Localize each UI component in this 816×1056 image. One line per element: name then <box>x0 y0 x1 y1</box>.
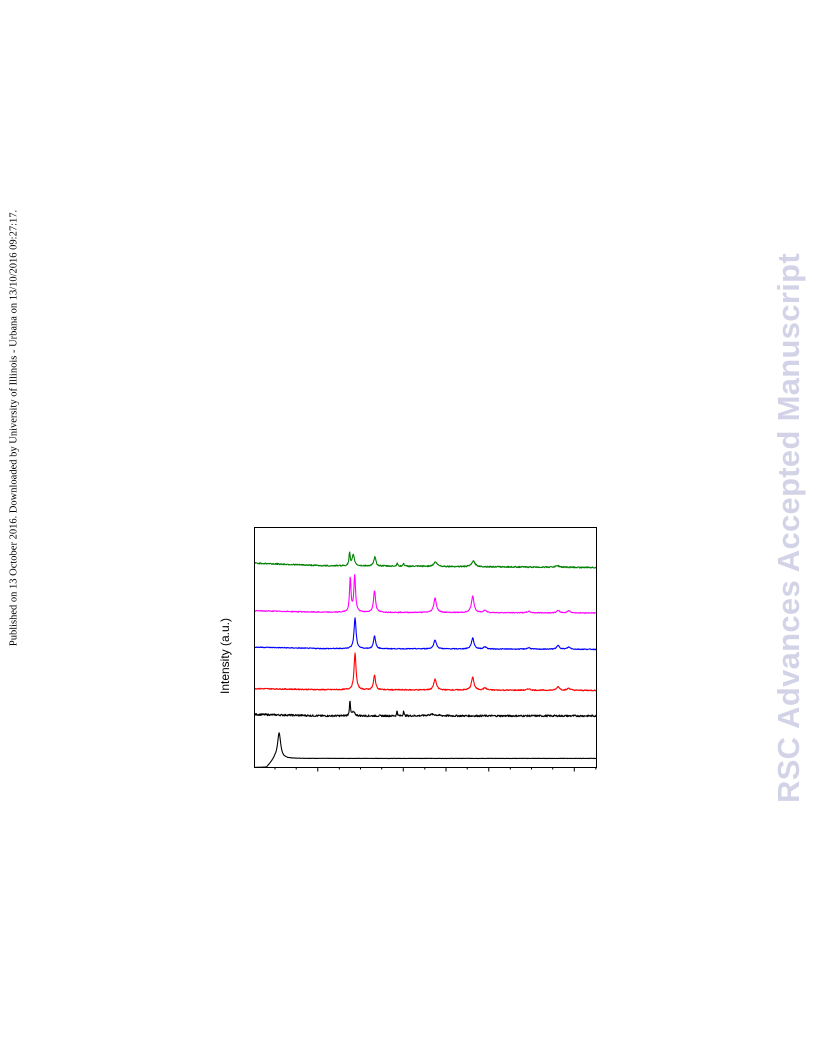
tick-layer <box>274 767 597 772</box>
pattern-line-6 <box>254 551 597 569</box>
pattern-line-1 <box>254 732 597 768</box>
pattern-line-5 <box>254 574 597 614</box>
pattern-line-2 <box>254 700 597 718</box>
pattern-line-4 <box>254 617 597 651</box>
series-layer <box>254 551 597 768</box>
plot-frame <box>254 527 597 768</box>
pattern-line-3 <box>254 652 597 692</box>
